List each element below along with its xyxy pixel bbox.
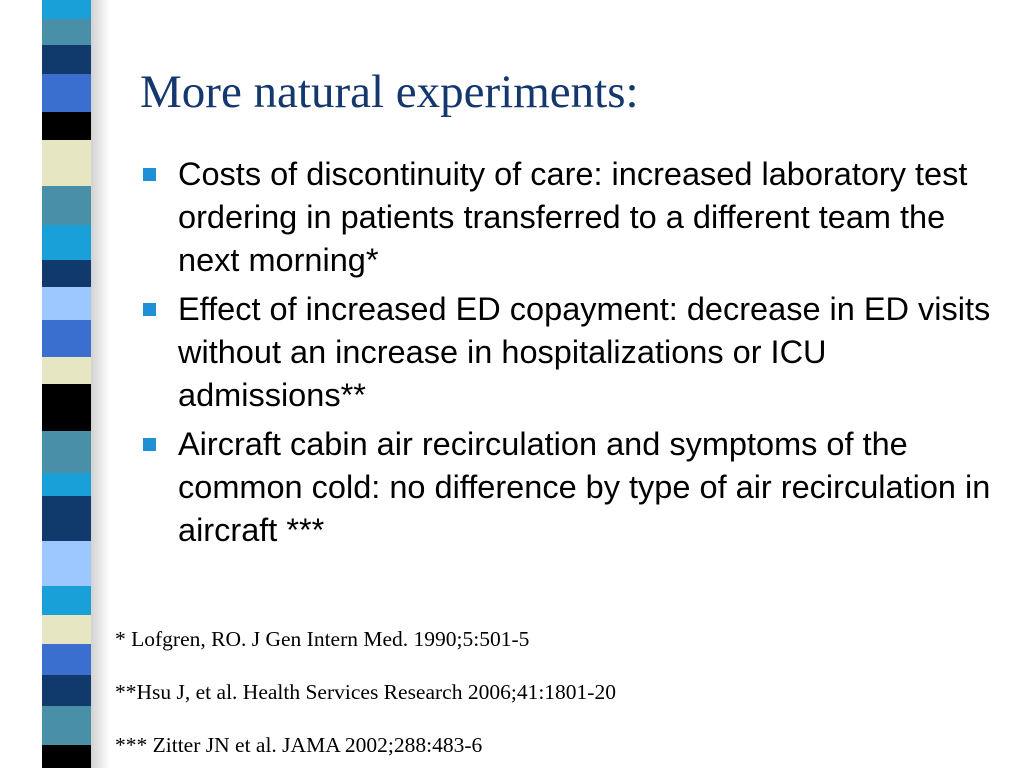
references: * Lofgren, RO. J Gen Intern Med. 1990;5:… [115,626,1005,768]
reference-3: *** Zitter JN et al. JAMA 2002;288:483-6 [115,733,483,757]
square-bullet-icon [143,168,156,181]
bullet-text: Effect of increased ED copayment: decrea… [178,291,991,413]
bullet-item-aircraft: Aircraft cabin air recirculation and sym… [140,423,1000,552]
bullet-item-copayment: Effect of increased ED copayment: decrea… [140,288,1000,417]
square-bullet-icon [143,303,156,316]
slide-title: More natural experiments: [140,66,639,118]
bullet-text: Costs of discontinuity of care: increase… [178,156,968,278]
square-bullet-icon [143,438,156,451]
bullet-text: Aircraft cabin air recirculation and sym… [178,426,991,548]
reference-2: **Hsu J, et al. Health Services Research… [115,680,616,704]
bullet-list: Costs of discontinuity of care: increase… [140,153,1000,558]
decorative-stripe [42,0,91,768]
reference-1: * Lofgren, RO. J Gen Intern Med. 1990;5:… [115,627,530,651]
bullet-item-discontinuity: Costs of discontinuity of care: increase… [140,153,1000,282]
